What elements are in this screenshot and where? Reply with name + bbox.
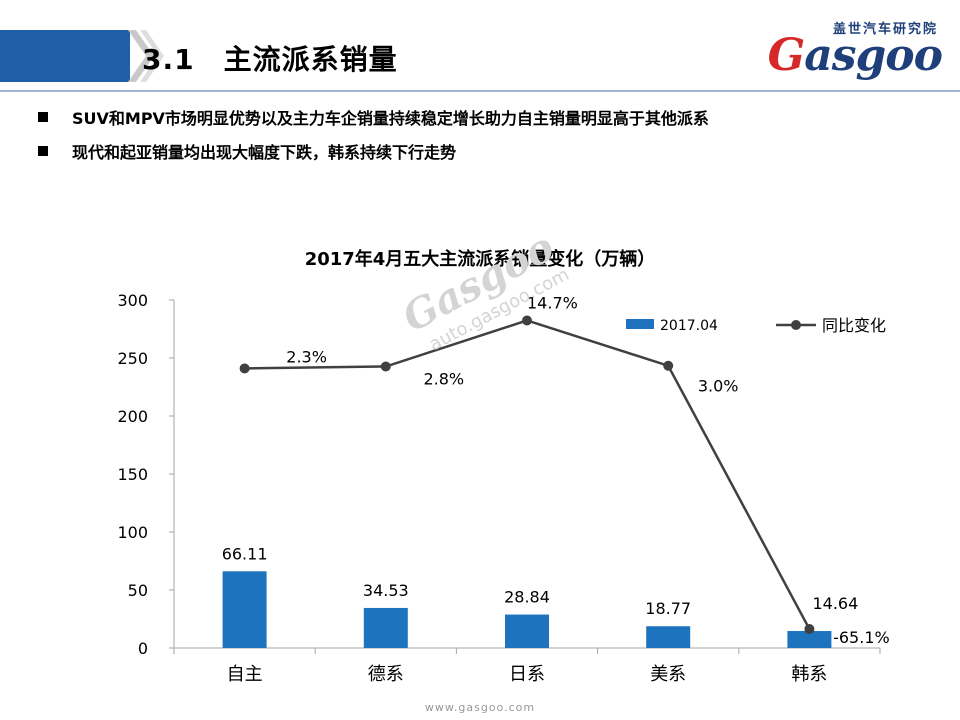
chart-title: 2017年4月五大主流派系销量变化（万辆） xyxy=(304,249,656,270)
legend-bar-label: 2017.04 xyxy=(660,318,718,334)
header-chevron-icon xyxy=(128,30,164,82)
y-tick-label: 250 xyxy=(117,349,148,368)
bar xyxy=(363,607,408,648)
bullet-item: SUV和MPV市场明显优势以及主力车企销量持续稳定增长助力自主销量明显高于其他派… xyxy=(38,100,709,134)
bar-data-label: 28.84 xyxy=(504,588,550,607)
bar xyxy=(787,631,832,648)
page-title: 3.1 主流派系销量 xyxy=(142,43,398,76)
x-tick-label: 美系 xyxy=(650,664,686,685)
bullet-text: SUV和MPV市场明显优势以及主力车企销量持续稳定增长助力自主销量明显高于其他派… xyxy=(72,109,709,128)
y-tick-label: 100 xyxy=(117,523,148,542)
line-point xyxy=(804,624,815,635)
y-tick-label: 0 xyxy=(138,639,148,658)
y-tick-label: 50 xyxy=(128,581,148,600)
logo-text: asgoo xyxy=(804,30,943,81)
line-point xyxy=(380,361,391,372)
x-tick-label: 德系 xyxy=(368,664,404,685)
line-point xyxy=(522,315,532,326)
bullet-text: 现代和起亚销量均出现大幅度下跌，韩系持续下行走势 xyxy=(72,143,457,162)
legend-bar-swatch xyxy=(626,319,654,329)
bar xyxy=(646,626,691,648)
bar-data-label: 14.64 xyxy=(812,594,858,613)
line-data-label: 14.7% xyxy=(527,293,578,312)
logo-g-icon: G xyxy=(767,30,806,81)
line-point xyxy=(663,360,674,371)
logo-cn-text: 盖世汽车研究院 xyxy=(832,22,938,37)
bar-data-label: 18.77 xyxy=(645,599,691,618)
line-data-label: -65.1% xyxy=(833,628,890,647)
line-data-label: 2.3% xyxy=(286,347,327,366)
bullet-item: 现代和起亚销量均出现大幅度下跌，韩系持续下行走势 xyxy=(38,134,709,168)
footer-url: www.gasgoo.com xyxy=(424,701,536,714)
bar-data-label: 66.11 xyxy=(222,544,268,563)
bullet-square-icon xyxy=(38,146,48,156)
line-point xyxy=(239,363,250,374)
legend-line-label: 同比变化 xyxy=(822,316,886,335)
bullet-list: SUV和MPV市场明显优势以及主力车企销量持续稳定增长助力自主销量明显高于其他派… xyxy=(38,100,709,168)
y-tick-label: 300 xyxy=(117,291,148,310)
x-tick-label: 自主 xyxy=(227,664,263,685)
y-tick-label: 200 xyxy=(117,407,148,426)
x-tick-label: 日系 xyxy=(509,664,545,685)
bullet-square-icon xyxy=(38,112,48,122)
legend-line-marker xyxy=(791,320,801,330)
line-data-label: 3.0% xyxy=(698,377,739,396)
y-tick-label: 150 xyxy=(117,465,148,484)
bar-data-label: 34.53 xyxy=(363,581,409,600)
line-data-label: 2.8% xyxy=(423,370,464,389)
x-tick-label: 韩系 xyxy=(791,664,827,685)
title-band xyxy=(0,30,130,82)
bar xyxy=(505,614,549,648)
line-series xyxy=(244,319,811,630)
header-divider xyxy=(0,90,960,92)
bar xyxy=(222,571,267,648)
gasgoo-logo: Gasgoo xyxy=(767,30,943,81)
